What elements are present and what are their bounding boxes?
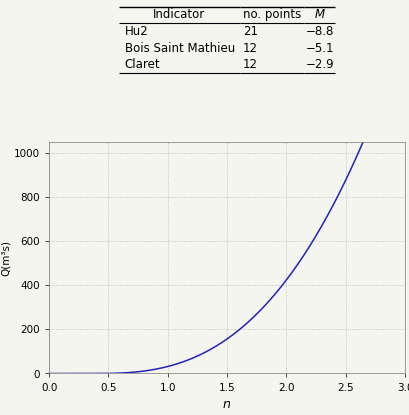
X-axis label: n: n [223, 398, 231, 411]
Y-axis label: Q(m³s): Q(m³s) [1, 239, 11, 276]
